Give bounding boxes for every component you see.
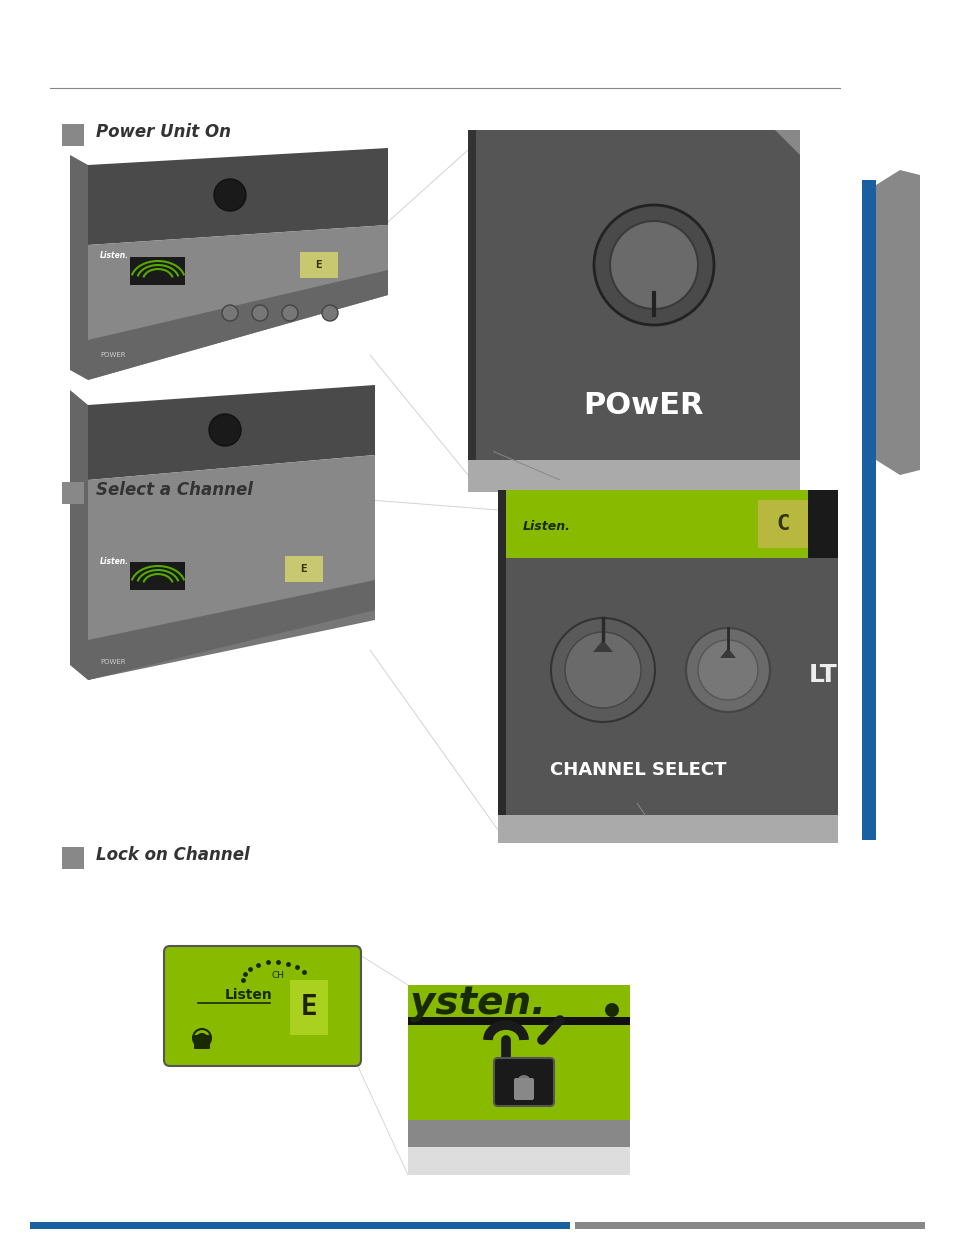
Bar [497, 815, 837, 844]
Circle shape [282, 305, 297, 321]
Text: E: E [315, 261, 322, 270]
Text: Lock on Channel: Lock on Channel [96, 846, 250, 864]
Circle shape [209, 414, 241, 446]
Bar [468, 130, 800, 459]
Bar [408, 1120, 629, 1147]
Text: CHANNEL SELECT: CHANNEL SELECT [549, 761, 725, 779]
Circle shape [594, 205, 713, 325]
Text: C: C [776, 514, 789, 534]
Text: LT: LT [808, 663, 837, 687]
Text: POWER: POWER [100, 352, 126, 358]
Bar [505, 490, 837, 558]
Bar [30, 1221, 569, 1229]
Text: POwER: POwER [583, 390, 703, 420]
Text: CH: CH [272, 971, 284, 979]
Bar [285, 556, 323, 582]
Polygon shape [88, 600, 375, 680]
Text: Listen.: Listen. [100, 252, 129, 261]
Text: Listen.: Listen. [100, 557, 129, 567]
Polygon shape [88, 225, 388, 380]
Text: ysten.: ysten. [410, 984, 545, 1023]
Polygon shape [497, 490, 837, 538]
Bar [408, 1147, 629, 1174]
Bar [575, 1221, 924, 1229]
Circle shape [213, 179, 246, 211]
Bar [62, 847, 84, 869]
Bar [519, 1076, 527, 1088]
Bar [758, 500, 807, 548]
FancyBboxPatch shape [164, 946, 360, 1066]
Bar [408, 986, 629, 1120]
Circle shape [604, 1003, 618, 1016]
Bar [497, 490, 505, 815]
Bar [62, 124, 84, 146]
Circle shape [609, 221, 698, 309]
Polygon shape [88, 270, 388, 380]
Bar [807, 490, 837, 558]
Polygon shape [88, 385, 375, 480]
Polygon shape [88, 148, 388, 245]
Polygon shape [593, 640, 613, 652]
Text: E: E [300, 564, 307, 574]
Circle shape [698, 640, 758, 700]
Bar [408, 1016, 629, 1025]
Bar [299, 252, 337, 278]
Bar [290, 981, 328, 1035]
Circle shape [222, 305, 237, 321]
Bar [468, 130, 476, 459]
Bar [62, 482, 84, 504]
Bar [130, 257, 185, 285]
Circle shape [322, 305, 337, 321]
Polygon shape [88, 580, 375, 680]
FancyBboxPatch shape [514, 1078, 534, 1100]
Polygon shape [468, 130, 800, 180]
Text: Listen: Listen [225, 988, 273, 1002]
Bar [497, 490, 837, 815]
FancyBboxPatch shape [494, 1058, 554, 1107]
Polygon shape [88, 454, 375, 680]
Polygon shape [70, 156, 88, 380]
Circle shape [517, 1074, 531, 1089]
Text: Listen.: Listen. [522, 520, 570, 532]
FancyBboxPatch shape [193, 1035, 210, 1049]
Circle shape [551, 618, 655, 722]
Text: POWER: POWER [100, 659, 126, 664]
Circle shape [564, 632, 640, 708]
Text: Power Unit On: Power Unit On [96, 124, 231, 141]
Bar [862, 180, 875, 840]
Text: E: E [300, 993, 317, 1021]
Polygon shape [720, 648, 735, 658]
Bar [130, 562, 185, 590]
Text: Select a Channel: Select a Channel [96, 480, 253, 499]
Bar [468, 459, 800, 492]
Circle shape [685, 629, 769, 713]
Polygon shape [774, 130, 800, 156]
Circle shape [252, 305, 268, 321]
Polygon shape [875, 170, 919, 475]
Polygon shape [70, 390, 88, 680]
